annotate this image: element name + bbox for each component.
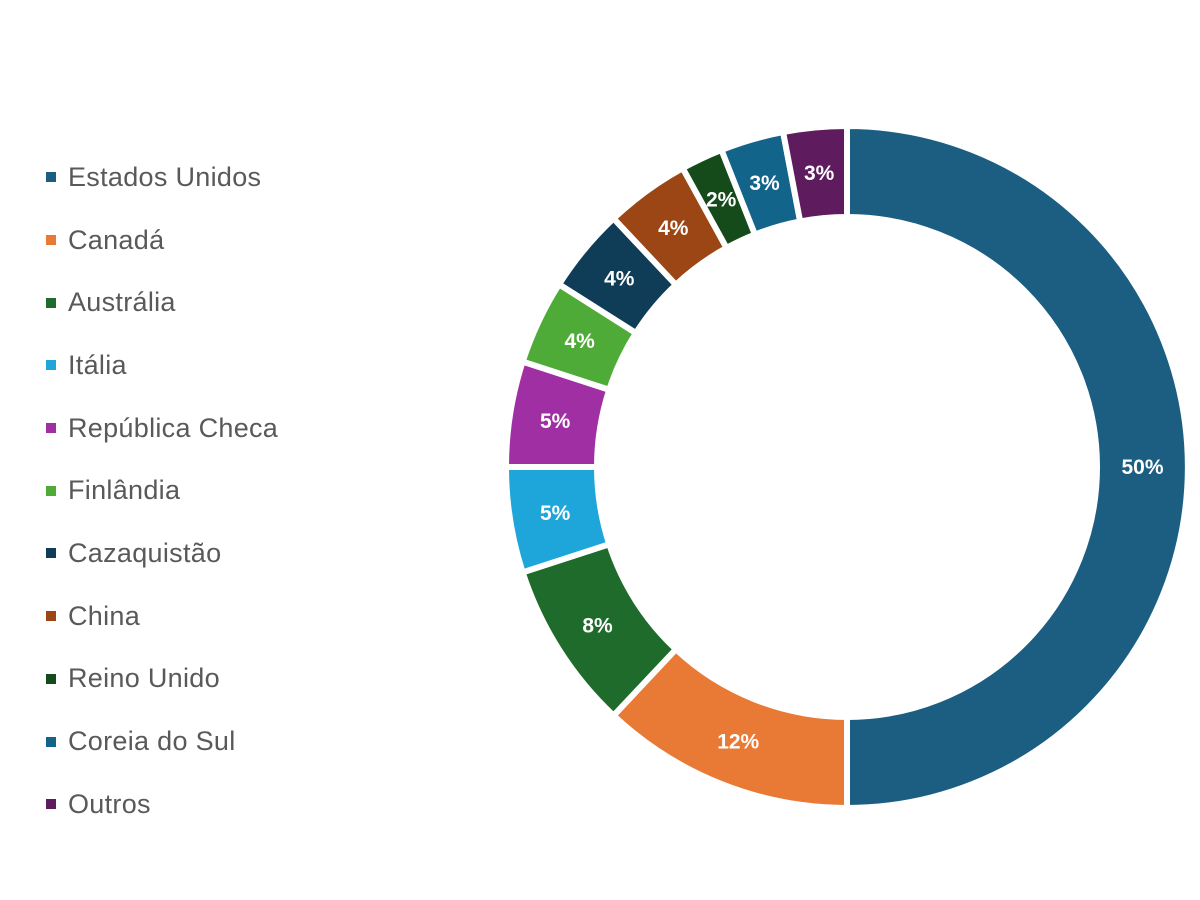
legend-item: Canadá [46, 209, 278, 272]
legend-marker [46, 172, 56, 183]
data-label: 3% [804, 162, 835, 185]
legend-label: China [68, 600, 141, 631]
legend-marker [46, 611, 56, 622]
legend-item: Cazaquistão [46, 522, 278, 585]
legend-marker [46, 548, 56, 559]
legend-label: Cazaquistão [68, 537, 222, 568]
legend: Estados Unidos Canadá Austrália Itália Repúb… [46, 146, 278, 836]
data-label: 3% [749, 172, 780, 195]
legend-marker [46, 799, 56, 810]
legend-item: Outros [46, 773, 278, 836]
legend-marker [46, 485, 56, 496]
legend-item: Austrália [46, 271, 278, 334]
legend-label: Coreia do Sul [68, 726, 236, 757]
legend-label: República Checa [68, 412, 279, 443]
data-label: 5% [540, 502, 571, 525]
data-label: 4% [658, 217, 689, 240]
donut-slice [844, 122, 1191, 812]
legend-label: Austrália [68, 287, 176, 318]
legend-marker [46, 297, 56, 308]
data-label: 2% [706, 189, 737, 212]
legend-item: Estados Unidos [46, 146, 278, 209]
data-label: 5% [540, 410, 571, 433]
legend-label: Canadá [68, 224, 165, 255]
legend-item: República Checa [46, 397, 278, 460]
legend-marker [46, 423, 56, 434]
legend-label: Outros [68, 788, 151, 819]
data-label: 50% [1121, 456, 1163, 479]
data-label: 12% [717, 731, 759, 754]
data-label: 4% [604, 268, 635, 291]
legend-marker [46, 673, 56, 684]
legend-item: Finlândia [46, 459, 278, 522]
legend-item: China [46, 585, 278, 648]
donut-slice [779, 122, 850, 225]
legend-marker [46, 736, 56, 747]
data-label: 8% [582, 614, 613, 637]
legend-label: Reino Unido [68, 663, 220, 694]
legend-item: Itália [46, 334, 278, 397]
legend-marker [46, 235, 56, 246]
legend-marker [46, 360, 56, 371]
legend-label: Estados Unidos [68, 161, 262, 192]
legend-label: Itália [68, 349, 127, 380]
legend-item: Coreia do Sul [46, 710, 278, 773]
legend-label: Finlândia [68, 475, 181, 506]
data-label: 4% [564, 330, 595, 353]
legend-item: Reino Unido [46, 648, 278, 711]
